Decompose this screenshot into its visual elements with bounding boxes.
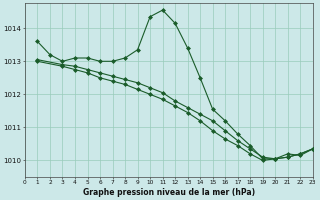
X-axis label: Graphe pression niveau de la mer (hPa): Graphe pression niveau de la mer (hPa) bbox=[83, 188, 255, 197]
